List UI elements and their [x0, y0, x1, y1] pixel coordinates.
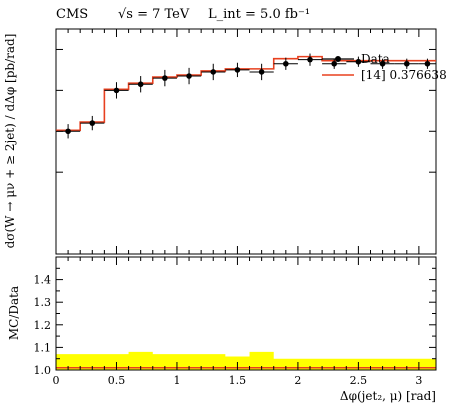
ratio-x-tick-label: 0.5 [108, 374, 126, 387]
experiment-label: CMS [56, 7, 88, 22]
data-marker [283, 60, 289, 67]
ratio-y-tick-label: 1.2 [34, 319, 52, 332]
data-marker [307, 56, 313, 63]
energy-label: √s = 7 TeV [118, 7, 190, 22]
data-point [249, 63, 274, 81]
data-point [346, 56, 371, 67]
data-marker [89, 120, 96, 126]
data-marker [210, 69, 217, 75]
ratio-x-tick-label: 1.5 [229, 374, 247, 387]
ratio-x-tick-label: 3 [415, 374, 422, 387]
main-y-axis-label: dσ(W → μν + ≥ 2jet) / dΔφ [pb/rad] [3, 34, 17, 249]
data-marker [186, 73, 192, 79]
data-point [80, 115, 105, 131]
data-marker [234, 67, 241, 73]
data-point [176, 67, 202, 85]
data-marker [379, 60, 386, 67]
main-panel: dσ(W → μν + ≥ 2jet) / dΔφ [pb/rad] Data … [3, 28, 447, 255]
legend-data-marker [335, 56, 341, 62]
ratio-y-tick-label: 1.3 [34, 296, 52, 309]
ratio-x-tick-label: 0 [53, 374, 60, 387]
data-point [322, 58, 347, 69]
data-marker [258, 69, 265, 75]
data-point [225, 62, 250, 78]
ratio-panel-frame [55, 256, 437, 371]
data-marker [331, 60, 338, 67]
data-marker [424, 60, 431, 67]
data-points [56, 53, 436, 139]
ratio-x-tick-label: 2 [294, 374, 301, 387]
data-point [201, 63, 226, 81]
x-axis-label: Δφ(jet₂, μ) [rad] [340, 389, 436, 403]
data-point [370, 58, 395, 69]
legend-mc-entry: [14] 0.376638 [322, 68, 447, 82]
ratio-y-axis-label: MC/Data [7, 286, 21, 340]
data-point [394, 58, 419, 69]
uncertainty-band-area [56, 351, 436, 370]
data-marker [355, 58, 362, 65]
uncertainty-band [56, 351, 436, 370]
main-axis-ticks [55, 29, 436, 254]
data-marker [162, 75, 168, 81]
ratio-y-tick-label: 1.0 [34, 364, 52, 377]
data-point [273, 57, 298, 70]
legend-data-label: Data [361, 52, 390, 66]
ratio-y-tick-label: 1.4 [34, 274, 52, 287]
data-marker [403, 60, 410, 67]
ratio-axis-ticks: 0 0.5 1 1.5 2 2.5 3 1.0 1.1 1.2 1.3 1.4 [34, 257, 436, 387]
data-point [152, 69, 177, 87]
data-marker [137, 81, 144, 88]
ratio-x-tick-label: 1 [173, 374, 180, 387]
ratio-x-tick-label: 2.5 [350, 374, 368, 387]
data-point [418, 58, 436, 69]
legend-mc-label: [14] 0.376638 [361, 68, 447, 82]
data-point [297, 53, 323, 66]
data-point [104, 82, 129, 99]
ratio-panel: 0 0.5 1 1.5 2 2.5 3 1.0 1.1 1.2 1.3 1.4 MC/Data Δφ(… [7, 256, 437, 403]
data-point [56, 124, 81, 139]
legend-data-entry: Data [322, 52, 390, 66]
data-marker [113, 87, 120, 94]
data-marker [65, 128, 71, 135]
ratio-y-tick-label: 1.1 [34, 341, 52, 354]
legend: Data [14] 0.376638 [322, 52, 447, 82]
data-point [128, 76, 153, 93]
main-panel-frame [55, 28, 437, 255]
luminosity-label: L_int = 5.0 fb⁻¹ [208, 7, 310, 22]
chart-header: CMS √s = 7 TeV L_int = 5.0 fb⁻¹ [56, 7, 310, 22]
